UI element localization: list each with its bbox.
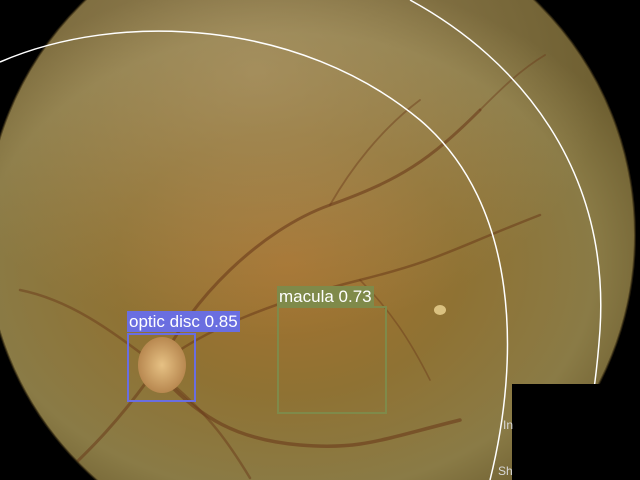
optic-disc-region	[138, 337, 186, 393]
macula-label: macula 0.73	[277, 286, 374, 307]
overlay-text-2: Sh	[498, 464, 513, 478]
macula-score: 0.73	[338, 287, 372, 306]
macula-name: macula	[279, 287, 334, 306]
redaction-patch	[512, 384, 604, 480]
macula-box[interactable]	[277, 306, 387, 414]
optic-disc-score: 0.85	[204, 312, 238, 331]
optic-disc-label: optic disc 0.85	[127, 311, 240, 332]
optic-disc-name: optic disc	[129, 312, 200, 331]
optic-disc-box[interactable]	[127, 333, 196, 402]
ring-arc-inner	[0, 30, 509, 480]
overlay-text-1: In	[503, 418, 514, 432]
